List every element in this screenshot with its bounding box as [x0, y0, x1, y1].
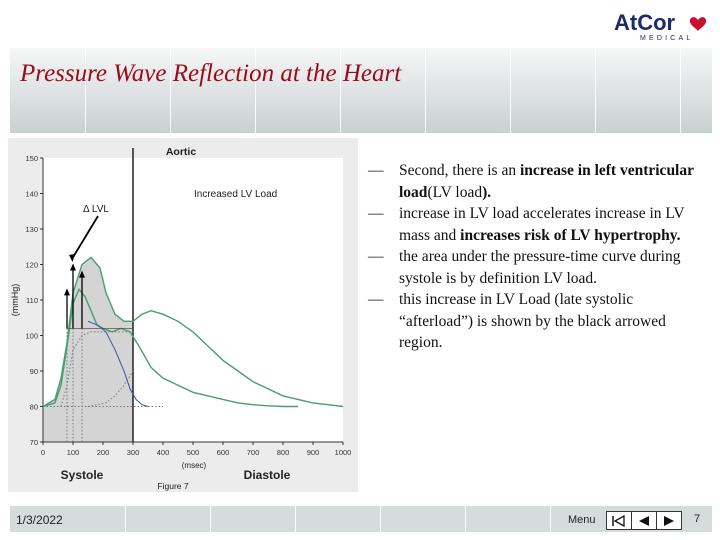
- y-tick-label: 140: [25, 190, 38, 199]
- dotted-wave-curve: [60, 331, 133, 407]
- x-tick-label: 700: [247, 448, 260, 457]
- atcor-logo: AtCor MEDICAL: [614, 10, 707, 42]
- y-tick-label: 130: [25, 225, 38, 234]
- pressure-curve: [42, 256, 344, 408]
- bullet-text: (LV load: [427, 183, 483, 201]
- y-tick-label: 110: [26, 296, 38, 305]
- bullet-text: increase in LV load accelerates increase…: [399, 205, 685, 244]
- bullet-dash: —: [368, 162, 384, 179]
- y-axis-label: (mmHg): [10, 284, 20, 317]
- bullet-item: — Second, there is an increase in left ve…: [368, 160, 708, 203]
- page-number: 7: [694, 513, 701, 525]
- nav-next-button[interactable]: [657, 512, 681, 529]
- skip-back-icon: [612, 514, 625, 527]
- logo-sub: MEDICAL: [640, 35, 694, 42]
- bullet-text: Second, there is an: [399, 162, 520, 179]
- triangle-right-icon: [664, 515, 674, 526]
- decor-line: [680, 48, 681, 133]
- decor-line: [595, 48, 596, 133]
- bullet-text: this increase in LV Load (late systolic …: [399, 291, 666, 351]
- load-arrow-head: [79, 270, 85, 278]
- chart-title: Aortic: [166, 146, 196, 158]
- bullet-dash: —: [368, 248, 384, 265]
- y-tick-label: 80: [30, 403, 38, 412]
- bullet-text: the area under the pressure-time curve d…: [399, 248, 681, 287]
- decor-line: [85, 48, 86, 133]
- figure-caption: Figure 7: [157, 481, 188, 491]
- decor-line: [340, 48, 341, 133]
- decor-line: [465, 506, 466, 532]
- load-arrow-head: [64, 288, 70, 296]
- x-axis-label: (msec): [182, 461, 207, 470]
- slide-navigation: [606, 511, 682, 530]
- delta-pointer: [71, 215, 99, 260]
- systolic-shaded-area: [43, 257, 133, 442]
- y-tick-label: 100: [25, 332, 38, 341]
- bullet-item: — increase in LV load accelerates increas…: [368, 203, 708, 246]
- decor-line: [510, 48, 511, 133]
- x-tick-label: 0: [41, 448, 45, 457]
- bullet-list: — Second, there is an increase in left ve…: [368, 160, 708, 354]
- decor-line: [255, 48, 256, 133]
- x-tick-label: 600: [217, 448, 230, 457]
- diastole-label: Diastole: [244, 468, 291, 482]
- x-tick-label: 1000: [335, 448, 352, 457]
- menu-link[interactable]: Menu: [568, 514, 596, 526]
- x-tick-label: 200: [97, 448, 110, 457]
- delta-pointer-head: [69, 253, 75, 262]
- y-tick-label: 120: [25, 261, 38, 270]
- bullet-bold-text: increase in left ventricular load: [399, 162, 694, 201]
- decor-line: [295, 506, 296, 532]
- heart-icon: [689, 17, 707, 31]
- nav-prev-button[interactable]: [632, 512, 657, 529]
- page-title: Pressure Wave Reflection at the Heart: [20, 60, 402, 87]
- nav-first-button[interactable]: [607, 512, 632, 529]
- decor-line: [210, 506, 211, 532]
- decor-line: [425, 48, 426, 133]
- footer-band: [10, 506, 712, 532]
- increased-lv-load-label: Increased LV Load: [194, 189, 277, 200]
- decor-line: [550, 506, 551, 532]
- x-tick-label: 900: [307, 448, 320, 457]
- x-tick-label: 300: [127, 448, 140, 457]
- load-arrow-head: [70, 263, 76, 271]
- y-tick-label: 90: [30, 367, 38, 376]
- bullet-dash: —: [368, 205, 384, 222]
- triangle-left-icon: [639, 515, 649, 526]
- decor-line: [170, 48, 171, 133]
- bullet-bold-text: increases risk of LV hypertrophy.: [460, 226, 681, 244]
- bullet-item: — the area under the pressure-time curve …: [368, 246, 708, 289]
- dotted-wave-curve: [87, 370, 134, 407]
- footer-date: 1/3/2022: [16, 513, 63, 527]
- bullet-dash: —: [368, 291, 384, 308]
- delta-lvl-label: Δ LVL: [83, 204, 109, 215]
- decor-line: [125, 506, 126, 532]
- y-tick-label: 150: [25, 154, 38, 163]
- logo-brand: AtCor: [614, 10, 676, 35]
- pressure-curve: [87, 320, 149, 407]
- aortic-pressure-chart: 70 80 90 100 110 120 130 140 150 0 100 200 300 400 500…: [8, 138, 358, 492]
- delta-label-bg: [80, 202, 118, 215]
- load-label-bg: [190, 186, 304, 200]
- systole-label: Systole: [61, 468, 104, 482]
- decor-line: [380, 506, 381, 532]
- y-tick-label: 70: [30, 438, 38, 447]
- x-tick-label: 400: [157, 448, 170, 457]
- bullet-item: — this increase in LV Load (late systolic…: [368, 289, 708, 354]
- x-tick-label: 800: [277, 448, 290, 457]
- x-tick-label: 500: [187, 448, 200, 457]
- bullet-bold-text: ).: [482, 183, 492, 201]
- x-tick-label: 100: [67, 448, 80, 457]
